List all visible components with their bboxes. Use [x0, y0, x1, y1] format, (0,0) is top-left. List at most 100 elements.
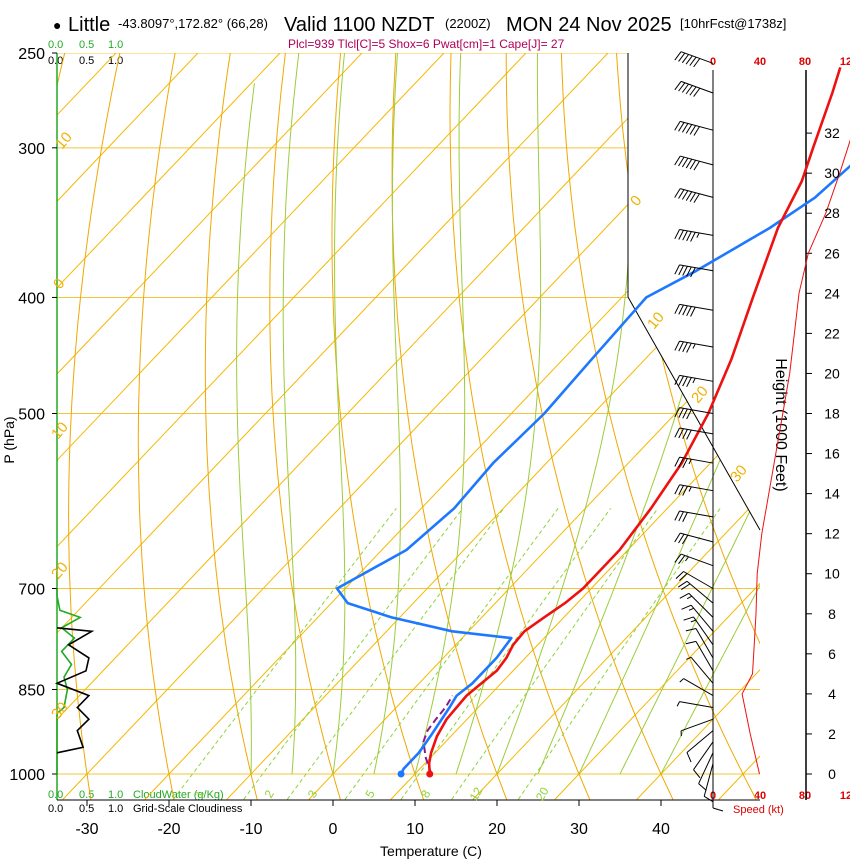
dry-adiabat [560, 53, 757, 800]
isotherm [801, 0, 850, 799]
isotherm-label: 10 [52, 129, 76, 153]
wind-barb-flag [674, 81, 682, 91]
wind-barb-flag [674, 155, 681, 166]
wind-barb-staff [680, 51, 714, 64]
wind-barb-staff [679, 228, 714, 236]
isotherm-label: 0 [627, 192, 645, 209]
cloudiness-bottom-0: 0.0 [48, 803, 63, 815]
height-tick-label: 32 [824, 125, 840, 141]
wind-barb-flag [674, 510, 680, 521]
wind-barb-staff [679, 374, 714, 382]
wind-barb-staff [680, 80, 714, 94]
wind-barb-flag [681, 534, 689, 545]
wind-barb-flag [693, 58, 701, 68]
wind-barb-half-flag [688, 607, 694, 611]
cloudwater-bottom-label: CloudWater (g/Kg) [133, 789, 224, 801]
wind-barb-flag [682, 458, 688, 469]
mixing-ratio-line [243, 507, 464, 800]
wind-barb-flag [675, 571, 684, 580]
pressure-tick-label: 250 [18, 46, 45, 63]
dry-adiabat [137, 53, 180, 800]
wind-barb-flag [681, 54, 689, 64]
series-parcel [422, 695, 454, 775]
dry-adiabat [669, 53, 760, 800]
wind-barb-flag [678, 428, 684, 439]
wind-barb-flag [681, 123, 689, 133]
wind-barb [681, 604, 714, 632]
wind-barb-flag [689, 86, 697, 96]
wind-barb-half-flag [685, 556, 689, 562]
temp-tick-label: -10 [239, 821, 262, 838]
wind-barb [686, 656, 714, 684]
wind-barb-staff [679, 427, 714, 435]
series-height-speed [741, 139, 850, 775]
isotherm-label: 20 [48, 559, 72, 583]
wind-barb-flag [674, 553, 682, 563]
isotherm [226, 53, 760, 800]
cloudiness-bottom-2: 1.0 [108, 803, 123, 815]
valid-date: MON 24 Nov 2025 [506, 14, 672, 36]
wind-barb-staff [679, 701, 714, 709]
wind-barb-half-flag [676, 701, 680, 707]
wind-barb-staff [686, 580, 714, 604]
wind-barb-flag [678, 52, 686, 62]
wind-barb-staff [679, 510, 714, 518]
wind-barb [675, 571, 714, 589]
dry-adiabat [204, 53, 258, 800]
dry-adiabat [391, 53, 508, 800]
wind-barb-half-flag [679, 678, 684, 683]
speed-top-0: 0 [710, 56, 716, 68]
speed-bottom-3: 12 [840, 790, 850, 802]
wind-barb-staff [683, 571, 714, 589]
wind-barb-flag [679, 573, 688, 582]
isotherm-label: 10 [644, 309, 668, 333]
temp-tick-label: 0 [329, 821, 338, 838]
wind-barb-flag [686, 342, 692, 353]
dry-adiabat [68, 53, 125, 800]
dry-adiabat [449, 53, 591, 800]
station-name: Little [68, 14, 110, 36]
mixing-ratio-line [172, 507, 397, 800]
pressure-tick-label: 700 [18, 581, 45, 598]
wind-barb-flag [689, 125, 697, 135]
dry-adiabat [269, 53, 341, 800]
height-tick-label: 24 [824, 285, 840, 301]
wind-barb [674, 120, 714, 136]
wind-barb-flag [682, 485, 688, 496]
wind-barb [712, 774, 724, 812]
speed-top-3: 12 [840, 56, 850, 68]
wind-barb-flag [674, 51, 682, 61]
speed-top-1: 40 [754, 56, 766, 68]
height-tick-label: 2 [828, 726, 836, 742]
wind-barb-flag [674, 229, 680, 240]
wind-barb-flag [682, 230, 688, 241]
wind-barb-flag [674, 340, 680, 351]
wind-barb-staff [680, 188, 714, 198]
height-tick-label: 10 [824, 566, 840, 582]
wind-barb-flag [698, 783, 707, 791]
moist-adiabat [236, 83, 255, 775]
wind-barb-staff [679, 303, 714, 311]
wind-barb-staff [679, 407, 714, 414]
wind-barb-flag [685, 628, 697, 632]
isotherm-label: 20 [688, 383, 712, 407]
wind-barb-staff [695, 628, 714, 659]
series-cloudiness [54, 627, 95, 754]
wind-barb [679, 592, 714, 618]
wind-barb-flag [693, 160, 700, 171]
isotherm [62, 53, 760, 800]
wind-barb [674, 264, 714, 278]
height-tick-label: 18 [824, 406, 840, 422]
wind-barb-flag [682, 342, 688, 353]
moist-adiabat [282, 53, 300, 775]
moist-adiabat [619, 53, 760, 775]
isotherm [57, 53, 555, 800]
wind-barb-flag [686, 377, 692, 388]
wind-barb [674, 303, 714, 317]
isotherm [57, 53, 473, 800]
wind-barb-half-flag [692, 343, 696, 349]
wind-barb-flag [686, 306, 692, 317]
wind-barb-flag [712, 807, 724, 812]
cloudiness-bottom-label: Grid-Scale Cloudiness [133, 803, 243, 815]
